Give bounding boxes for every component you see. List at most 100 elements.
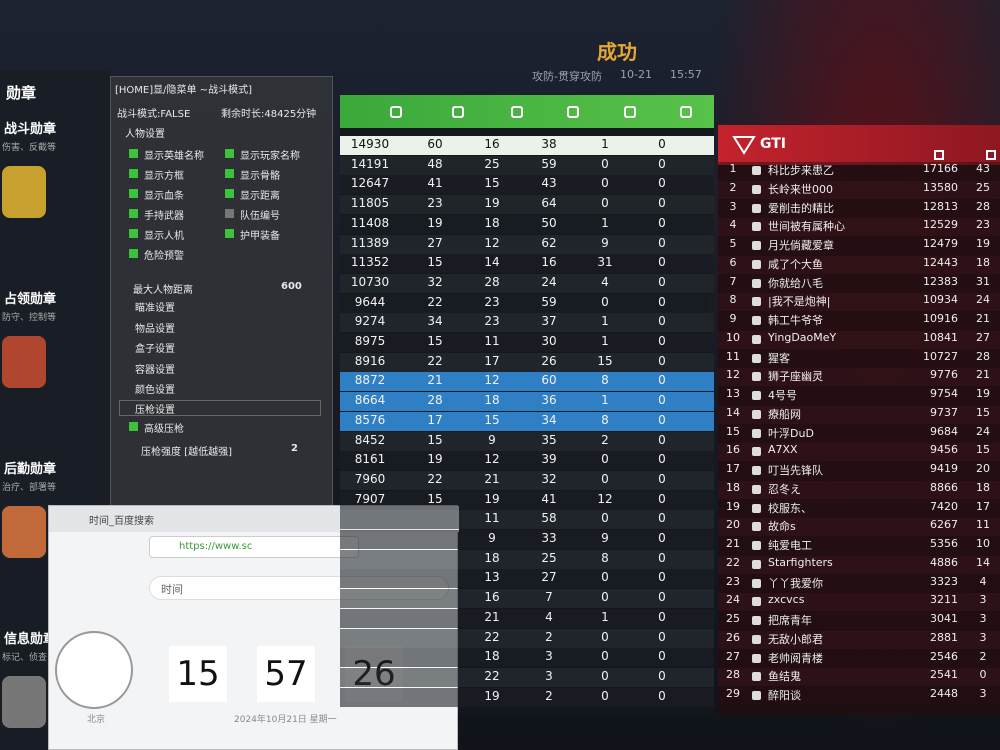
player-name: 长岭来世000 <box>768 182 833 196</box>
player-row: 10 YingDaoMeY 10841 27 <box>718 330 1000 349</box>
score: 9684 <box>930 424 958 438</box>
rank: 11 <box>726 349 740 363</box>
player-row: 7960 22 21 32 0 0 <box>340 470 714 490</box>
player-row: 9 韩工牛爷爷 10916 21 <box>718 312 1000 330</box>
match-mode: 攻防-贯穿攻防 <box>532 70 602 83</box>
stat-cell: 9 <box>601 235 609 250</box>
player-row: 16 A7XX 9456 15 <box>718 443 1000 462</box>
stat-cell: 24 <box>541 274 557 289</box>
checkbox[interactable] <box>129 249 138 258</box>
stat-cell: 0 <box>601 452 609 467</box>
menu-section-item: 瞄准设置 <box>135 303 175 314</box>
score: 12479 <box>923 237 958 250</box>
stat: 28 <box>976 349 990 363</box>
rank: 1 <box>729 162 737 175</box>
checkbox[interactable] <box>225 229 234 238</box>
tab-title: 时间_百度搜索 <box>89 516 154 527</box>
stat-cell: 0 <box>658 471 666 486</box>
stat-cell: 0 <box>601 629 609 644</box>
stat-cell: 12 <box>484 452 500 467</box>
checkbox[interactable] <box>129 149 138 158</box>
stat-cell: 17 <box>484 353 500 368</box>
menu-title: [HOME]显/隐菜单 ~战斗模式] <box>115 85 252 96</box>
stat: 11 <box>976 518 990 532</box>
player-icon <box>752 634 761 644</box>
checkbox[interactable] <box>225 169 234 178</box>
stat-cell: 0 <box>658 393 666 408</box>
clock-hours: 15 <box>169 646 227 702</box>
stat-cell: 21 <box>484 609 500 624</box>
stat-cell: 4 <box>601 274 609 289</box>
player-name: |我不是炮神| <box>768 295 831 309</box>
checkbox[interactable] <box>129 229 138 238</box>
stat-cell: 0 <box>658 491 666 506</box>
player-name: 咸了个大鱼 <box>768 257 823 271</box>
stat-cell: 0 <box>601 688 609 703</box>
stat-cell: 18 <box>484 215 500 230</box>
stat-cell: 0 <box>658 176 666 191</box>
checkbox[interactable] <box>129 209 138 218</box>
rank: 17 <box>726 462 740 475</box>
stat-cell: 34 <box>541 412 557 427</box>
stat-cell: 0 <box>658 137 666 151</box>
rank: 4 <box>729 218 737 232</box>
player-row: 10730 32 28 24 4 0 <box>340 273 714 293</box>
player-name: zxcvcs <box>768 593 805 607</box>
stat-cell: 19 <box>484 196 500 211</box>
checkbox[interactable] <box>129 169 138 178</box>
stat: 20 <box>976 462 990 475</box>
player-row: 1 科比步来患乙 17166 43 <box>718 162 1000 180</box>
score: 12813 <box>923 199 958 213</box>
stat-cell: 27 <box>427 235 443 250</box>
rank: 25 <box>726 612 740 625</box>
stat-cell: 22 <box>427 353 443 368</box>
stat-cell: 58 <box>541 511 557 526</box>
player-name: 你就给八毛 <box>768 276 823 290</box>
player-row: 15 叶浮DuD 9684 24 <box>718 424 1000 443</box>
checkbox[interactable] <box>225 189 234 198</box>
stat-cell: 22 <box>484 629 500 644</box>
checkbox[interactable] <box>129 422 138 431</box>
score: 10934 <box>923 293 958 307</box>
player-icon <box>752 278 761 288</box>
score: 12529 <box>923 218 958 232</box>
medal-name: 信息勋章 <box>4 632 57 647</box>
column-icon <box>390 106 402 118</box>
checkbox[interactable] <box>225 149 234 158</box>
player-row: 25 把席青年 3041 3 <box>718 612 1000 630</box>
checkbox[interactable] <box>225 209 234 218</box>
stat-cell: 41 <box>541 491 557 506</box>
player-row: 21 4 1 0 <box>340 608 714 628</box>
score: 9456 <box>930 443 958 457</box>
player-name: 校服东、 <box>768 501 812 515</box>
stat-cell: 9 <box>488 531 496 545</box>
score: 9419 <box>930 462 958 475</box>
url[interactable]: https://www.sc <box>179 541 253 552</box>
player-row: 20 故命s 6267 11 <box>718 518 1000 537</box>
player-row: 18 3 0 0 <box>340 648 714 668</box>
stat: 18 <box>976 255 990 269</box>
player-name: YingDaoMeY <box>768 330 837 344</box>
player-row: 6 咸了个大鱼 12443 18 <box>718 255 1000 274</box>
stat-cell: 27 <box>541 570 557 585</box>
stat-cell: 8975 <box>354 334 386 348</box>
stat-cell: 11805 <box>350 196 390 211</box>
stat-cell: 12 <box>597 491 613 506</box>
rank: 20 <box>726 518 740 532</box>
player-row: 8664 28 18 36 1 0 <box>340 392 714 412</box>
option-label: 显示英雄名称 <box>144 151 204 162</box>
stat: 15 <box>976 443 990 457</box>
score: 9737 <box>930 405 958 419</box>
checkbox[interactable] <box>129 189 138 198</box>
player-name: 叮当先锋队 <box>768 464 823 477</box>
stat-cell: 48 <box>427 156 443 171</box>
player-row: 8916 22 17 26 15 0 <box>340 352 714 372</box>
slider-label: 压枪强度 [越低越强] <box>141 447 232 458</box>
player-name: A7XX <box>768 443 798 457</box>
stat-cell: 15 <box>484 412 500 427</box>
date: 2024年10月21日 星期一 <box>234 715 337 725</box>
player-row: 2 长岭来世000 13580 25 <box>718 180 1000 199</box>
player-icon <box>752 353 761 363</box>
player-name: 療船网 <box>768 407 801 421</box>
